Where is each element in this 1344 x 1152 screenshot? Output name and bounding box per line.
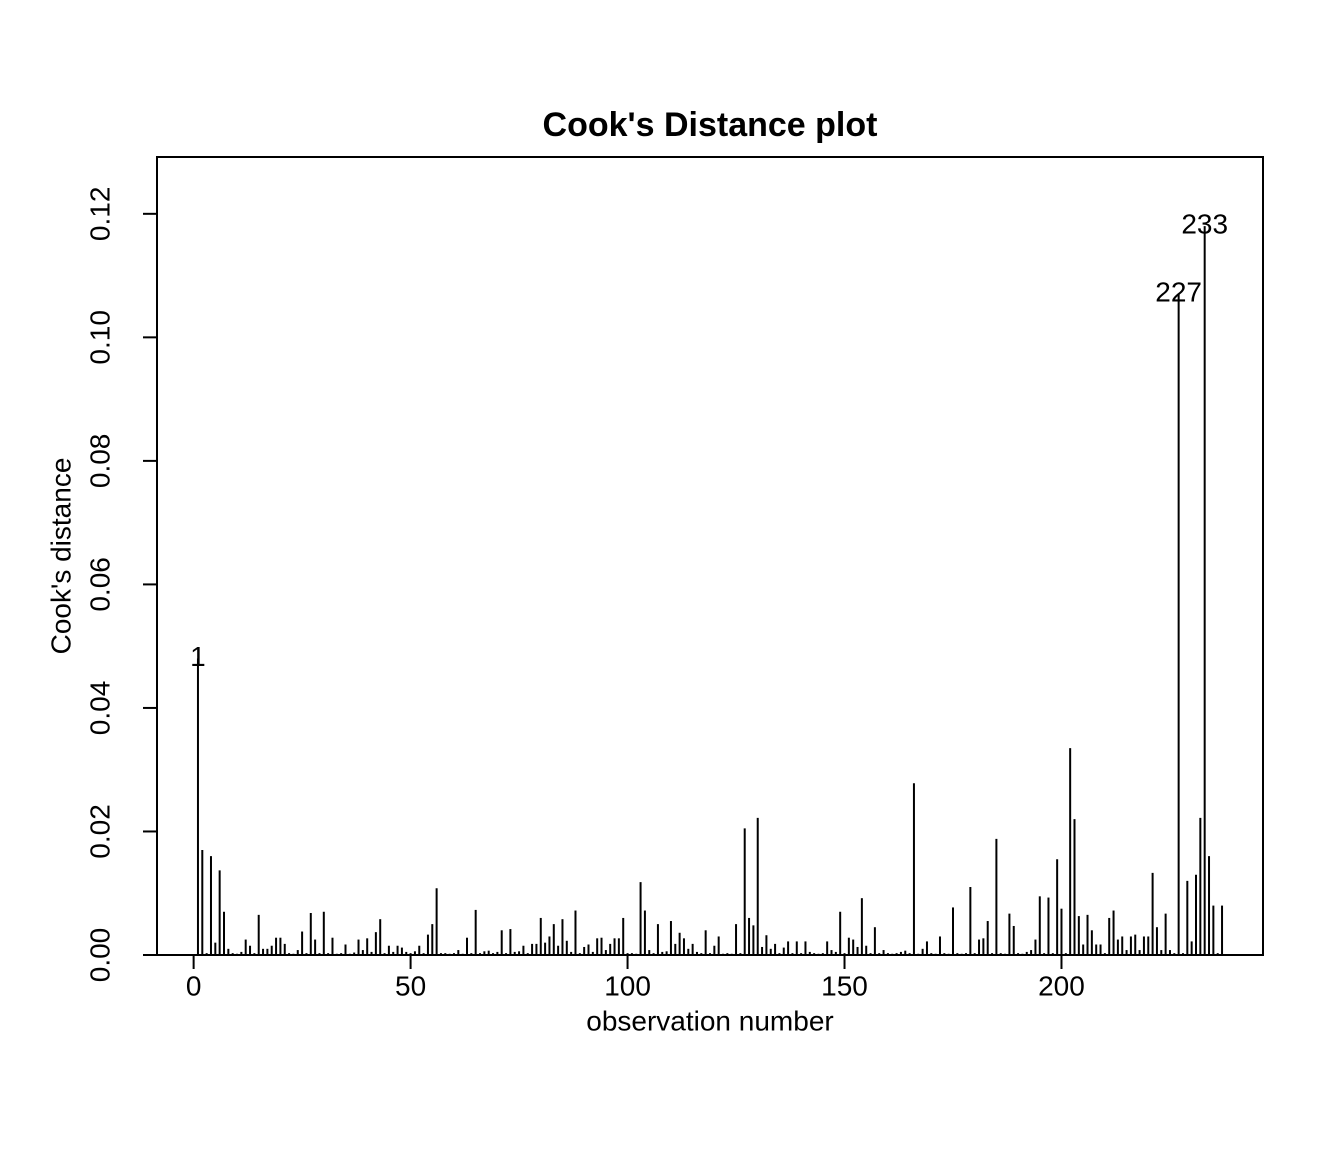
point-label: 233 bbox=[1181, 209, 1228, 240]
x-tick-label: 150 bbox=[821, 970, 868, 1001]
y-axis-label: Cook's distance bbox=[45, 458, 76, 655]
point-label: 1 bbox=[190, 641, 206, 672]
y-tick-label: 0.04 bbox=[84, 681, 115, 736]
y-tick-label: 0.10 bbox=[84, 310, 115, 365]
chart-title: Cook's Distance plot bbox=[543, 106, 878, 144]
y-tick-label: 0.00 bbox=[84, 928, 115, 983]
y-tick-label: 0.08 bbox=[84, 434, 115, 489]
x-tick-label: 50 bbox=[395, 970, 426, 1001]
y-tick-label: 0.02 bbox=[84, 804, 115, 859]
x-tick-label: 200 bbox=[1038, 970, 1085, 1001]
x-axis-label: observation number bbox=[586, 1005, 833, 1036]
y-tick-label: 0.12 bbox=[84, 187, 115, 242]
point-label: 227 bbox=[1155, 277, 1202, 308]
y-tick-label: 0.06 bbox=[84, 557, 115, 612]
x-tick-label: 0 bbox=[186, 970, 202, 1001]
x-tick-label: 100 bbox=[604, 970, 651, 1001]
